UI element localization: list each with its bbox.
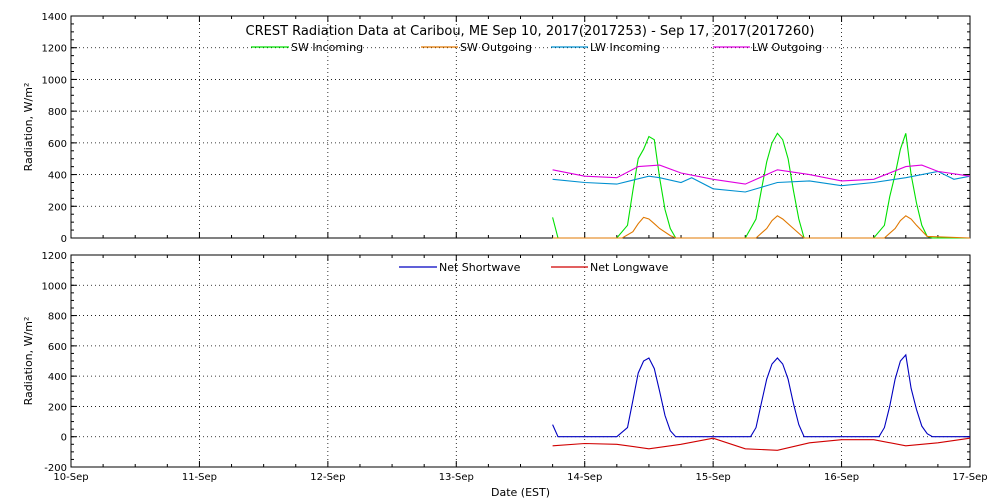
legend-label: SW Outgoing <box>460 41 532 54</box>
series-line-sw-outgoing <box>552 215 971 239</box>
series-line-lw-outgoing <box>552 164 971 185</box>
y-axis-title: Radiation, W/m² <box>22 83 35 172</box>
y-axis-title: Radiation, W/m² <box>22 317 35 406</box>
x-axis-title: Date (EST) <box>491 486 550 499</box>
legend-label: LW Incoming <box>590 41 660 54</box>
y-tick-label: 0 <box>61 234 67 245</box>
y-tick-label: 1200 <box>42 44 67 55</box>
legend-label: SW Incoming <box>291 41 363 54</box>
y-tick-label: -200 <box>44 463 67 474</box>
y-tick-label: 1000 <box>42 281 67 292</box>
chart-panel-1: 0 200 400 600 800 1000 1200 1400 Radiation, W/m²… <box>22 12 971 245</box>
series-line-sw-incoming <box>552 132 970 239</box>
y-tick-label: 0 <box>61 433 67 444</box>
x-tick-label: 17-Sep <box>952 472 987 483</box>
y-tick-label: 400 <box>48 372 67 383</box>
legend-label: LW Outgoing <box>752 41 822 54</box>
series-line-net-longwave <box>552 437 971 451</box>
x-tick-label: 16-Sep <box>824 472 859 483</box>
y-tick-label: 600 <box>48 139 67 150</box>
x-tick-label: 15-Sep <box>696 472 731 483</box>
series-line-net-shortwave <box>552 353 970 438</box>
y-tick-label: 800 <box>48 107 67 118</box>
legend-label: Net Shortwave <box>439 261 521 274</box>
x-tick-label: 13-Sep <box>439 472 474 483</box>
x-tick-label: 14-Sep <box>567 472 602 483</box>
y-tick-label: 1400 <box>42 12 67 23</box>
x-tick-label: 10-Sep <box>53 472 88 483</box>
y-tick-label: 200 <box>48 202 67 213</box>
y-tick-label: 200 <box>48 402 67 413</box>
y-tick-label: 800 <box>48 312 67 323</box>
plot-frame <box>70 254 971 468</box>
x-tick-label: 12-Sep <box>310 472 345 483</box>
y-tick-label: 1000 <box>42 75 67 86</box>
series-line-lw-incoming <box>552 170 971 193</box>
chart-title: CREST Radiation Data at Caribou, ME Sep … <box>246 24 815 39</box>
y-tick-label: 1200 <box>42 251 67 262</box>
y-tick-label: 600 <box>48 342 67 353</box>
x-tick-label: 11-Sep <box>182 472 217 483</box>
legend-label: Net Longwave <box>590 261 669 274</box>
y-tick-label: 400 <box>48 171 67 182</box>
chart-panel-2: -200 0 200 400 600 800 1000 1200 10-Sep 11-Sep 12-… <box>22 251 988 499</box>
